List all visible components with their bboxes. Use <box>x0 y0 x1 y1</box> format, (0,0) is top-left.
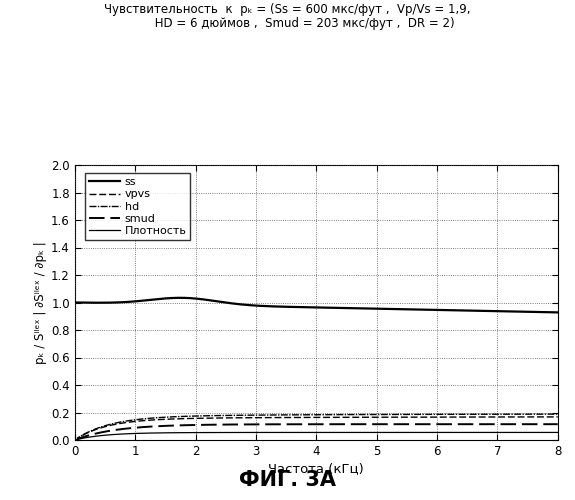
Y-axis label: рₖ / Sⁱˡᵉˣ | ∂Sⁱˡᵉˣ / ∂рₖ |: рₖ / Sⁱˡᵉˣ | ∂Sⁱˡᵉˣ / ∂рₖ | <box>34 241 47 364</box>
Text: Чувствительность  к  рₖ = (Ss = 600 мкс/фут ,  Vp/Vs = 1,9,
         HD = 6 дюйм: Чувствительность к рₖ = (Ss = 600 мкс/фу… <box>104 2 471 30</box>
X-axis label: Частота (кГц): Частота (кГц) <box>269 462 364 475</box>
Text: ФИГ. 3А: ФИГ. 3А <box>239 470 336 490</box>
Legend: ss, vpvs, hd, smud, Плотность: ss, vpvs, hd, smud, Плотность <box>85 174 190 240</box>
